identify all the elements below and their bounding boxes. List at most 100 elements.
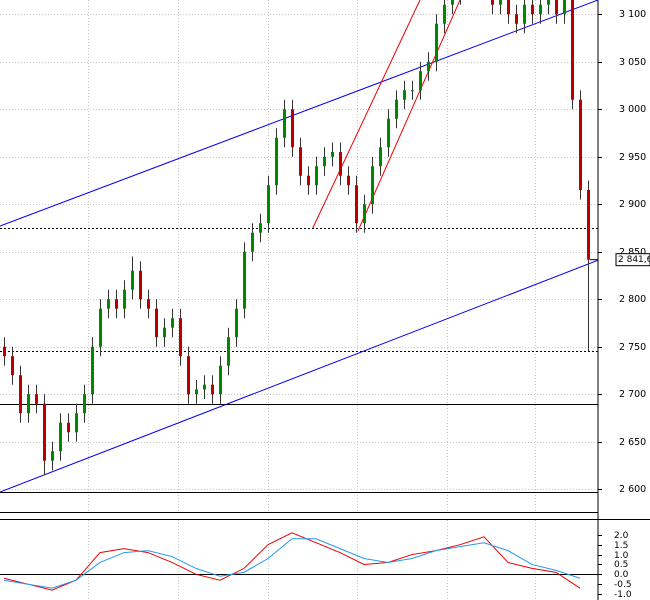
candle-body (35, 394, 38, 404)
candle-body (355, 185, 358, 224)
candle-body (451, 0, 454, 5)
candle-body (59, 422, 62, 452)
y-tick-label: 2 600 (619, 484, 646, 495)
candle-body (491, 0, 494, 5)
candle-body (171, 318, 174, 328)
candle-body (27, 394, 30, 414)
candle-body (283, 109, 286, 138)
candle-body (547, 0, 550, 5)
candle-body (307, 175, 310, 186)
last-price-label: 2 841,63 (618, 255, 650, 265)
candle-body (555, 0, 558, 15)
candle-body (219, 365, 222, 395)
y-tick-label: 2.0 (614, 531, 629, 541)
candle-body (507, 0, 510, 15)
trend-line (0, 259, 598, 493)
candle-body (387, 118, 390, 148)
candle-body (67, 422, 70, 433)
price-panel (0, 0, 598, 512)
candle-body (339, 151, 342, 176)
y-tick-label: -1.0 (614, 590, 632, 600)
y-tick-label: 0.0 (614, 570, 629, 580)
candle-body (499, 0, 502, 5)
y-tick-label: 3 050 (619, 57, 646, 68)
candle-body (403, 90, 406, 100)
candle-body (19, 375, 22, 414)
candle-body (539, 4, 542, 15)
candle-body (155, 308, 158, 338)
y-tick-label: 2 750 (619, 342, 646, 353)
candle-body (323, 156, 326, 167)
candle-body (579, 99, 582, 190)
y-tick-label: 2 800 (619, 294, 646, 305)
candle-body (75, 413, 78, 433)
candle-body (131, 270, 134, 290)
candle-body (11, 356, 14, 376)
candle-body (147, 299, 150, 309)
candle-body (371, 166, 374, 205)
candle-body (3, 346, 6, 357)
candle-body (139, 270, 142, 300)
candle-body (211, 384, 214, 395)
candle-body (235, 308, 238, 338)
candle-body (347, 175, 350, 186)
candle-body (571, 0, 574, 100)
y-tick-label: 0.5 (614, 560, 628, 570)
candle-body (275, 137, 278, 186)
y-tick-label: 2 850 (619, 247, 646, 258)
y-tick-label: 3 100 (619, 9, 646, 20)
candle-body (267, 185, 270, 224)
candle-body (227, 337, 230, 366)
y-tick-label: 1.0 (614, 551, 629, 561)
candle-body (523, 4, 526, 24)
candle-body (115, 299, 118, 309)
candle-body (291, 109, 294, 148)
y-tick-label: 2 650 (619, 437, 646, 448)
candle-body (43, 403, 46, 461)
trend-line (312, 0, 421, 229)
candle-body (107, 299, 110, 309)
candle-body (51, 451, 54, 461)
candle-body (427, 61, 430, 72)
y-tick-label: 2 950 (619, 152, 646, 163)
candle-body (83, 394, 86, 414)
candle-body (531, 4, 534, 15)
candle-body (379, 147, 382, 167)
y-tick-label: 2 700 (619, 389, 646, 400)
candle-body (99, 308, 102, 347)
candle-body (395, 99, 398, 119)
candle-body (587, 189, 590, 260)
oscillator-line (3, 532, 581, 591)
candle-body (435, 23, 438, 62)
y-tick-label: 1.5 (614, 541, 628, 551)
candle-body (515, 14, 518, 24)
oscillator-line (3, 538, 581, 589)
candle-body (243, 251, 246, 309)
trend-line (0, 0, 598, 227)
candle-body (259, 223, 262, 233)
candle-body (179, 318, 182, 357)
oscillator-panel (0, 520, 598, 600)
candle-body (363, 204, 366, 224)
candle-body (187, 356, 190, 395)
candle-body (123, 289, 126, 309)
candle-body (163, 327, 166, 338)
candle-body (331, 151, 334, 157)
candle-body (419, 71, 422, 91)
last-price-box (615, 253, 650, 267)
candle-body (443, 4, 446, 24)
candle-body (251, 232, 254, 252)
candle-body (315, 166, 318, 186)
y-tick-label: 2 900 (619, 199, 646, 210)
candle-body (91, 346, 94, 395)
candle-body (299, 147, 302, 176)
candle-body (563, 0, 566, 15)
trend-line (357, 0, 461, 232)
y-tick-label: -0.5 (614, 580, 632, 590)
candle-body (411, 90, 414, 92)
candle-body (195, 389, 198, 395)
candle-body (203, 384, 206, 390)
y-tick-label: 3 000 (619, 104, 646, 115)
